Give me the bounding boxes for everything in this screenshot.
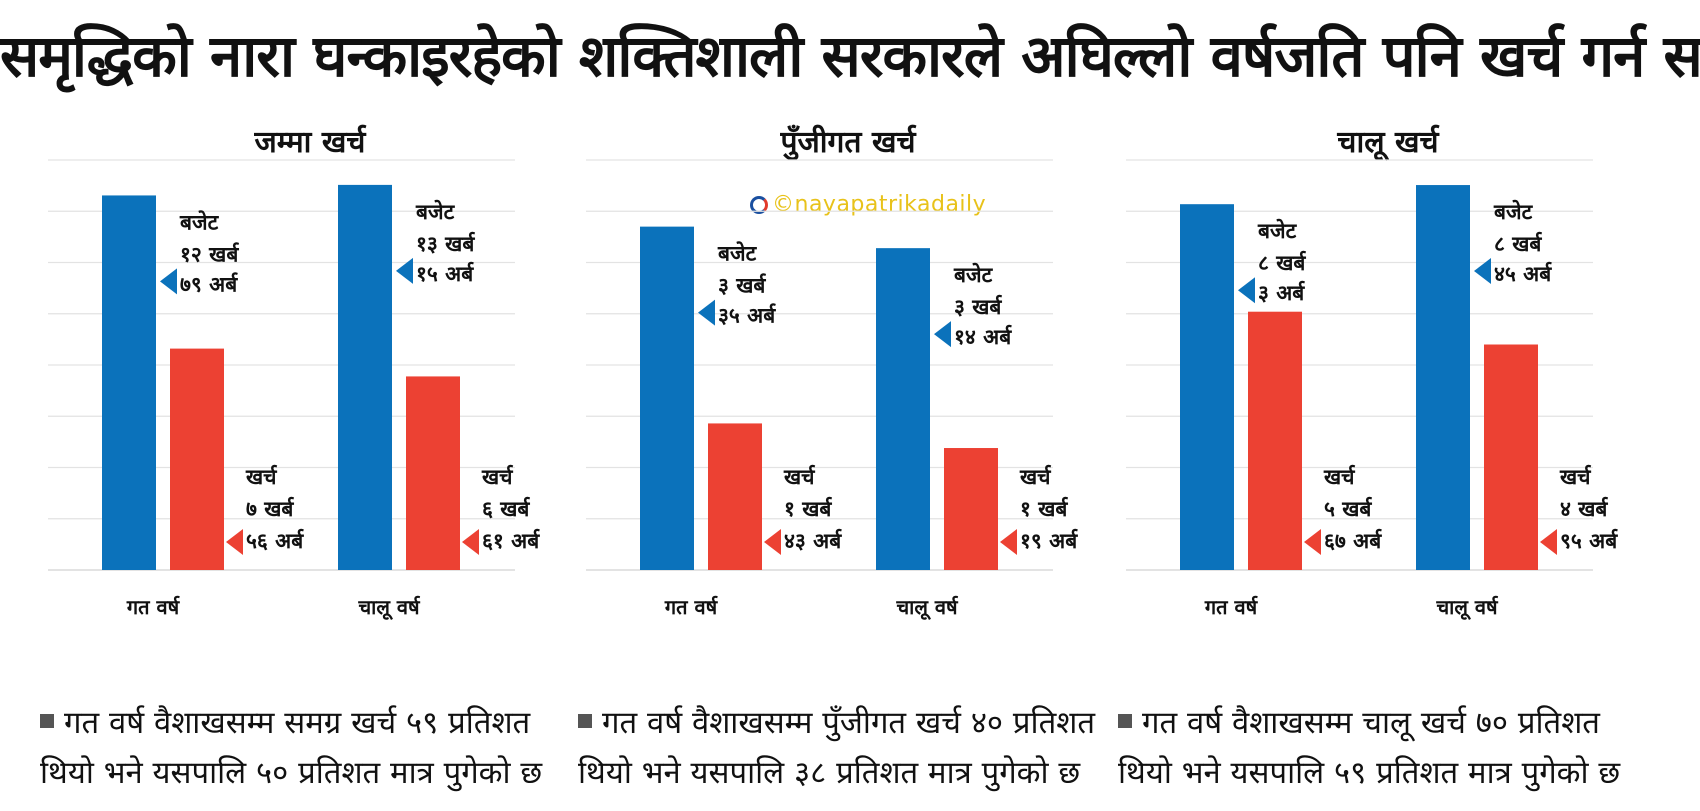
budget-amount: ३ अर्ब [1258,280,1305,305]
watermark: ©nayapatrikadaily [750,192,986,217]
pointer-spent-icon [764,529,781,555]
budget-amount: ३ खर्ब [954,294,1002,319]
chart-note: गत वर्ष वैशाखसम्म पुँजीगत खर्च ४० प्रतिश… [578,698,1118,798]
category-label: गत वर्ष [1204,595,1259,619]
chart-total-svg: गत वर्ष बजेट १२ खर्ब ७९ अर्ब खर्च ७ खर्ब ५६ अर… [48,159,540,620]
budget-amount: १५ अर्ब [416,261,474,286]
spent-label: खर्च [783,464,816,489]
watermark-text: ©nayapatrikadaily [772,192,987,217]
pointer-spent-icon [1540,529,1557,555]
chart-panel-recurrent: चालू खर्च गत वर्ष बजेट ८ खर्ब ३ अर्ब खर्च ५ ख… [1118,112,1658,802]
budget-label: बजेट [1257,218,1298,243]
pointer-budget-icon [934,321,951,348]
bar-spent [1484,344,1538,570]
budget-label: बजेट [953,262,994,287]
bar-budget [640,226,694,570]
note-line-1: गत वर्ष वैशाखसम्म समग्र खर्च ५९ प्रतिशत [40,698,580,748]
category-label: चालू वर्ष [895,595,959,620]
spent-amount: ५ खर्ब [1324,496,1372,521]
pointer-spent-icon [462,529,479,555]
bar-budget [102,195,156,570]
bar-spent [170,348,224,570]
bar-budget [876,248,930,570]
category-label: चालू वर्ष [357,595,421,620]
spent-label: खर्च [1019,464,1052,489]
chart-title: चालू खर्च [1337,125,1439,160]
nayapatrika-logo-icon [750,196,768,214]
chart-title: पुँजीगत खर्च [780,125,916,160]
budget-label: बजेट [415,199,456,224]
chart-capital-svg: गत वर्ष बजेट ३ खर्ब ३५ अर्ब खर्च १ खर्ब ४३ अर्… [586,159,1078,620]
spent-amount: १ खर्ब [784,496,832,521]
spent-amount: ४ खर्ब [1560,496,1608,521]
bar-spent [944,448,998,570]
budget-label: बजेट [717,241,758,266]
chart-note: गत वर्ष वैशाखसम्म समग्र खर्च ५९ प्रतिशत … [40,698,580,798]
bullet-square-icon [578,713,592,728]
spent-amount: ९५ अर्ब [1560,528,1618,553]
spent-amount: ४३ अर्ब [784,528,842,553]
pointer-budget-icon [1238,277,1255,304]
budget-amount: ३५ अर्ब [718,303,776,328]
pointer-budget-icon [1474,258,1491,285]
spent-label: खर्च [245,464,278,489]
note-line-1: गत वर्ष वैशाखसम्म चालू खर्च ७० प्रतिशत [1118,698,1658,748]
pointer-budget-icon [698,299,715,326]
budget-label: बजेट [179,209,220,234]
chart-note: गत वर्ष वैशाखसम्म चालू खर्च ७० प्रतिशत थ… [1118,698,1658,798]
bar-budget [1180,204,1234,570]
spent-amount: ६१ अर्ब [482,528,540,553]
note-line-1: गत वर्ष वैशाखसम्म पुँजीगत खर्च ४० प्रतिश… [578,698,1118,748]
spent-amount: १९ अर्ब [1020,528,1078,553]
category-label: चालू वर्ष [1435,595,1499,620]
spent-label: खर्च [1559,464,1592,489]
spent-amount: ७ खर्ब [246,496,294,521]
bar-spent [708,423,762,570]
budget-amount: १२ खर्ब [180,241,239,266]
pointer-spent-icon [226,529,243,555]
budget-label: बजेट [1493,199,1534,224]
bullet-square-icon [40,713,54,728]
spent-label: खर्च [481,464,514,489]
category-label: गत वर्ष [126,595,181,619]
bar-spent [1248,311,1302,570]
chart-panel-capital: पुँजीगत खर्च गत वर्ष बजेट ३ खर्ब ३५ अर्ब खर्… [578,112,1118,802]
chart-recurrent-svg: गत वर्ष बजेट ८ खर्ब ३ अर्ब खर्च ५ खर्ब ६७ अर्ब… [1126,159,1618,620]
budget-amount: ७९ अर्ब [180,271,238,296]
pointer-budget-icon [160,268,177,295]
budget-amount: १३ खर्ब [416,231,475,256]
budget-amount: ८ खर्ब [1258,250,1306,275]
chart-title: जम्मा खर्च [254,125,366,160]
main-title: समृद्धिको नारा घन्काइरहेको शक्तिशाली सरक… [0,22,1700,90]
pointer-spent-icon [1304,529,1321,555]
pointer-spent-icon [1000,529,1017,555]
category-label: गत वर्ष [664,595,719,619]
bar-budget [1416,185,1470,571]
budget-amount: ३ खर्ब [718,273,766,298]
spent-amount: ६७ अर्ब [1324,528,1382,553]
pointer-budget-icon [396,257,413,284]
bullet-square-icon [1118,713,1132,728]
chart-panel-total: जम्मा खर्च गत वर्ष बजेट १२ खर्ब ७९ अर्ब खर्च… [40,112,580,802]
spent-label: खर्च [1323,464,1356,489]
budget-amount: ४५ अर्ब [1494,261,1552,286]
budget-amount: १४ अर्ब [954,324,1012,349]
note-line-2: थियो भने यसपालि ३८ प्रतिशत मात्र पुगेको … [578,755,1081,791]
note-line-2: थियो भने यसपालि ५९ प्रतिशत मात्र पुगेको … [1118,755,1621,791]
spent-amount: ६ खर्ब [482,496,530,521]
budget-amount: ८ खर्ब [1494,231,1542,256]
spent-amount: १ खर्ब [1020,496,1068,521]
bar-budget [338,184,392,570]
bar-spent [406,376,460,570]
spent-amount: ५६ अर्ब [246,528,304,553]
note-line-2: थियो भने यसपालि ५० प्रतिशत मात्र पुगेको … [40,755,543,791]
